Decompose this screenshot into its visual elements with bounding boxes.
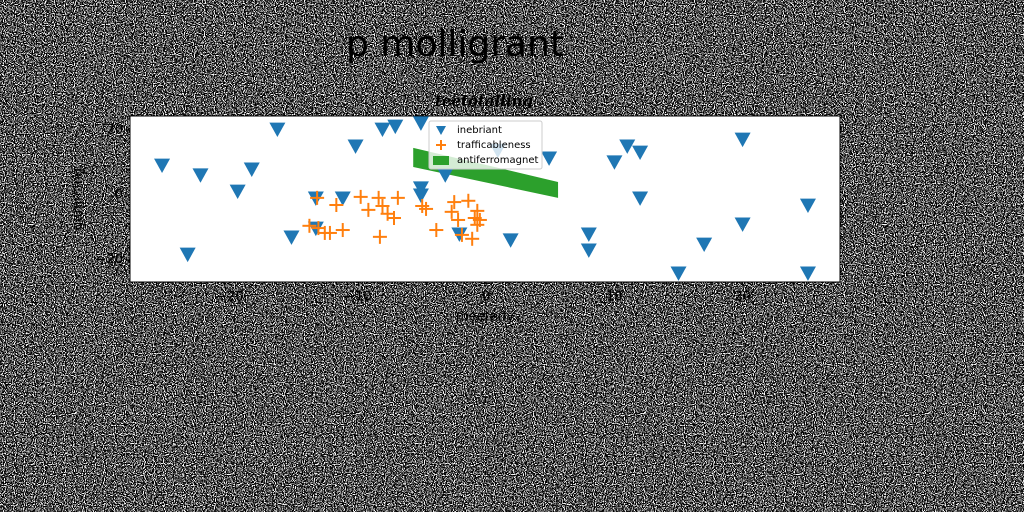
y-axis-label: gumming xyxy=(71,168,86,230)
triangle-marker xyxy=(387,119,404,135)
chart-subtitle: teetotalling xyxy=(435,92,533,110)
x-tick-label: 10 xyxy=(606,290,623,305)
triangle-marker xyxy=(632,191,649,206)
x-tick-label: −20 xyxy=(216,290,243,305)
triangle-marker xyxy=(154,158,171,174)
triangle-marker xyxy=(412,188,429,203)
legend-label: trafficableness xyxy=(457,140,531,151)
legend-marker xyxy=(436,140,446,150)
plus-marker xyxy=(419,201,434,216)
plus-marker xyxy=(329,198,344,213)
triangle-marker xyxy=(580,227,597,242)
plus-marker xyxy=(429,223,444,238)
plus-marker xyxy=(444,204,459,219)
triangle-marker xyxy=(437,168,454,183)
x-tick-label: 20 xyxy=(734,290,751,305)
triangle-marker xyxy=(179,247,196,263)
plus-marker xyxy=(387,211,402,226)
triangle-marker xyxy=(606,155,623,170)
triangle-marker xyxy=(734,132,751,148)
triangle-marker xyxy=(374,122,391,137)
triangle-marker xyxy=(347,139,364,154)
triangle-marker xyxy=(541,151,558,166)
chart-title: p molligrant xyxy=(346,24,564,65)
triangle-marker xyxy=(619,139,636,154)
triangle-marker xyxy=(580,243,597,258)
plus-marker xyxy=(302,218,317,233)
triangle-marker xyxy=(670,266,687,281)
plus-marker xyxy=(447,195,462,210)
triangle-marker xyxy=(192,168,209,183)
plus-marker xyxy=(472,212,487,227)
plus-marker xyxy=(371,190,386,205)
y-tick-label: 20 xyxy=(106,122,123,137)
y-tick-label: 0 xyxy=(115,187,123,202)
triangle-marker xyxy=(229,184,246,200)
triangle-marker xyxy=(412,116,429,131)
triangle-marker xyxy=(334,191,351,206)
plus-marker xyxy=(322,225,337,240)
triangle-marker xyxy=(283,230,300,245)
legend-label: inebriant xyxy=(457,125,502,136)
triangle-marker xyxy=(632,145,649,161)
legend-label: antiferromagnet xyxy=(457,155,538,166)
plus-marker xyxy=(451,212,466,227)
plus-marker xyxy=(465,231,480,246)
triangle-marker xyxy=(502,233,519,248)
plus-marker xyxy=(372,229,387,244)
y-tick-label: −20 xyxy=(96,252,123,267)
x-tick-label: −10 xyxy=(344,290,371,305)
legend-box xyxy=(428,120,543,170)
triangle-marker xyxy=(269,122,286,137)
plus-marker xyxy=(361,202,376,217)
triangle-marker xyxy=(243,162,260,177)
plus-marker xyxy=(310,190,325,205)
triangle-marker xyxy=(696,237,713,252)
triangle-marker xyxy=(734,217,751,232)
triangle-marker xyxy=(799,198,816,214)
plus-marker xyxy=(375,198,390,213)
x-tick-label: 0 xyxy=(482,290,490,305)
x-axis-label: meeterly xyxy=(456,310,515,325)
plus-marker xyxy=(470,203,485,218)
plus-marker xyxy=(461,193,476,208)
plus-marker xyxy=(454,227,469,242)
plus-marker xyxy=(335,223,350,238)
legend-marker xyxy=(433,156,449,165)
triangle-marker xyxy=(799,266,816,281)
plus-marker xyxy=(390,190,405,205)
plus-marker xyxy=(353,189,368,204)
legend-marker xyxy=(436,126,446,135)
